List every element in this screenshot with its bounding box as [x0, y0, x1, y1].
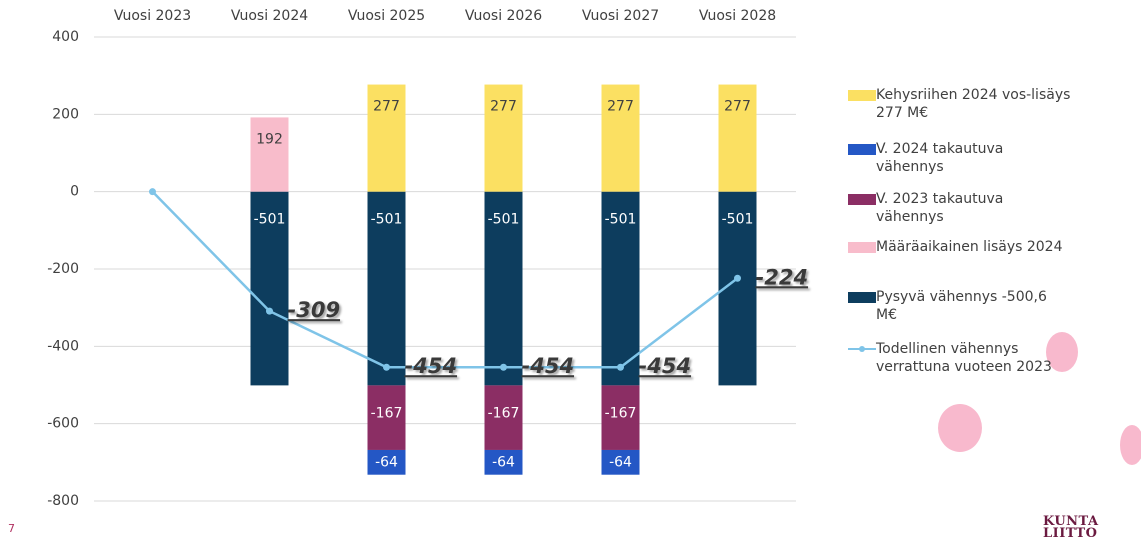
line-value-label: -224 [756, 265, 809, 289]
line-value-label: -454 [639, 354, 692, 378]
bar [484, 191, 523, 386]
bar-value-label: 277 [724, 99, 751, 115]
bar-value-label: -167 [605, 405, 637, 421]
legend-item: Pysyvä vähennys -500,6 M€ [848, 288, 1071, 324]
legend-swatch [848, 292, 876, 303]
bar [367, 84, 406, 192]
legend-label: Määräaikainen lisäys 2024 [876, 239, 1063, 255]
bar-value-label: -501 [254, 212, 286, 228]
bar-value-label: -64 [609, 454, 632, 470]
bar [601, 385, 640, 450]
bar-value-label: -501 [605, 212, 637, 228]
bar [250, 191, 289, 386]
y-tick-label: -800 [47, 493, 79, 509]
line-marker [149, 188, 156, 196]
logo-line: KUNTA [1043, 514, 1099, 529]
x-tick-label: Vuosi 2024 [231, 8, 308, 24]
bar-value-label: 192 [256, 131, 283, 147]
legend-swatch [848, 144, 876, 155]
bar-value-label: -501 [488, 212, 520, 228]
line-series [151, 190, 739, 369]
bar [484, 385, 523, 450]
legend-label: V. 2023 takautuva vähennys [876, 191, 1004, 225]
line-marker [734, 274, 741, 282]
legend-item: Kehysriihen 2024 vos-lisäys 277 M€ [848, 86, 1071, 122]
line-marker [383, 363, 390, 371]
bar [367, 191, 406, 386]
x-tick-label: Vuosi 2025 [348, 8, 425, 24]
x-tick-label: Vuosi 2023 [114, 8, 191, 24]
legend-swatch [848, 90, 876, 101]
bar [367, 449, 406, 475]
legend-item: Määräaikainen lisäys 2024 [848, 238, 1071, 256]
bar-value-label: -501 [371, 212, 403, 228]
bar-value-label: 277 [490, 99, 517, 115]
legend-swatch [848, 194, 876, 205]
legend-item: V. 2023 takautuva vähennys [848, 190, 1071, 226]
bar-value-label: 277 [607, 99, 634, 115]
legend-item: V. 2024 takautuva vähennys [848, 140, 1071, 176]
bar [601, 191, 640, 386]
line-marker [500, 363, 507, 371]
background-decoration [938, 332, 1141, 465]
bar-value-label: 277 [373, 99, 400, 115]
bar [367, 385, 406, 450]
y-tick-label: 200 [52, 106, 79, 122]
logo: KUNTA LIITTO [1043, 514, 1099, 541]
line-value-label: -309 [288, 298, 341, 322]
line-marker [266, 307, 273, 315]
bar-value-label: -501 [722, 212, 754, 228]
logo-line: LIITTO [1043, 526, 1098, 541]
bar [484, 449, 523, 475]
x-tick-label: Vuosi 2027 [582, 8, 659, 24]
legend-label: Kehysriihen 2024 vos-lisäys 277 M€ [876, 87, 1071, 121]
bar [601, 84, 640, 192]
bar [718, 84, 757, 192]
bar-value-label: -167 [371, 405, 403, 421]
y-tick-label: 400 [52, 29, 79, 45]
line-value-label: -454 [522, 354, 575, 378]
bar-value-label: -64 [375, 454, 398, 470]
bar [484, 84, 523, 192]
bar-value-label: -64 [492, 454, 515, 470]
legend-swatch [848, 242, 876, 253]
line-marker [617, 363, 624, 371]
y-tick-label: -400 [47, 338, 79, 354]
line-value-label: -454 [405, 354, 458, 378]
legend-label: V. 2024 takautuva vähennys [876, 141, 1004, 175]
legend-label: Pysyvä vähennys -500,6 M€ [876, 289, 1047, 323]
bar-value-label: -167 [488, 405, 520, 421]
bar [601, 449, 640, 475]
bar [250, 117, 289, 192]
y-tick-label: -200 [47, 261, 79, 277]
legend-item: Todellinen vähennys verrattuna vuoteen 2… [848, 340, 1071, 376]
legend-label: Todellinen vähennys verrattuna vuoteen 2… [876, 341, 1052, 375]
legend-swatch [848, 340, 876, 358]
page-number: 7 [8, 522, 15, 535]
x-tick-label: Vuosi 2028 [699, 8, 776, 24]
y-tick-label: 0 [70, 184, 79, 200]
x-tick-label: Vuosi 2026 [465, 8, 542, 24]
y-tick-label: -600 [47, 416, 79, 432]
